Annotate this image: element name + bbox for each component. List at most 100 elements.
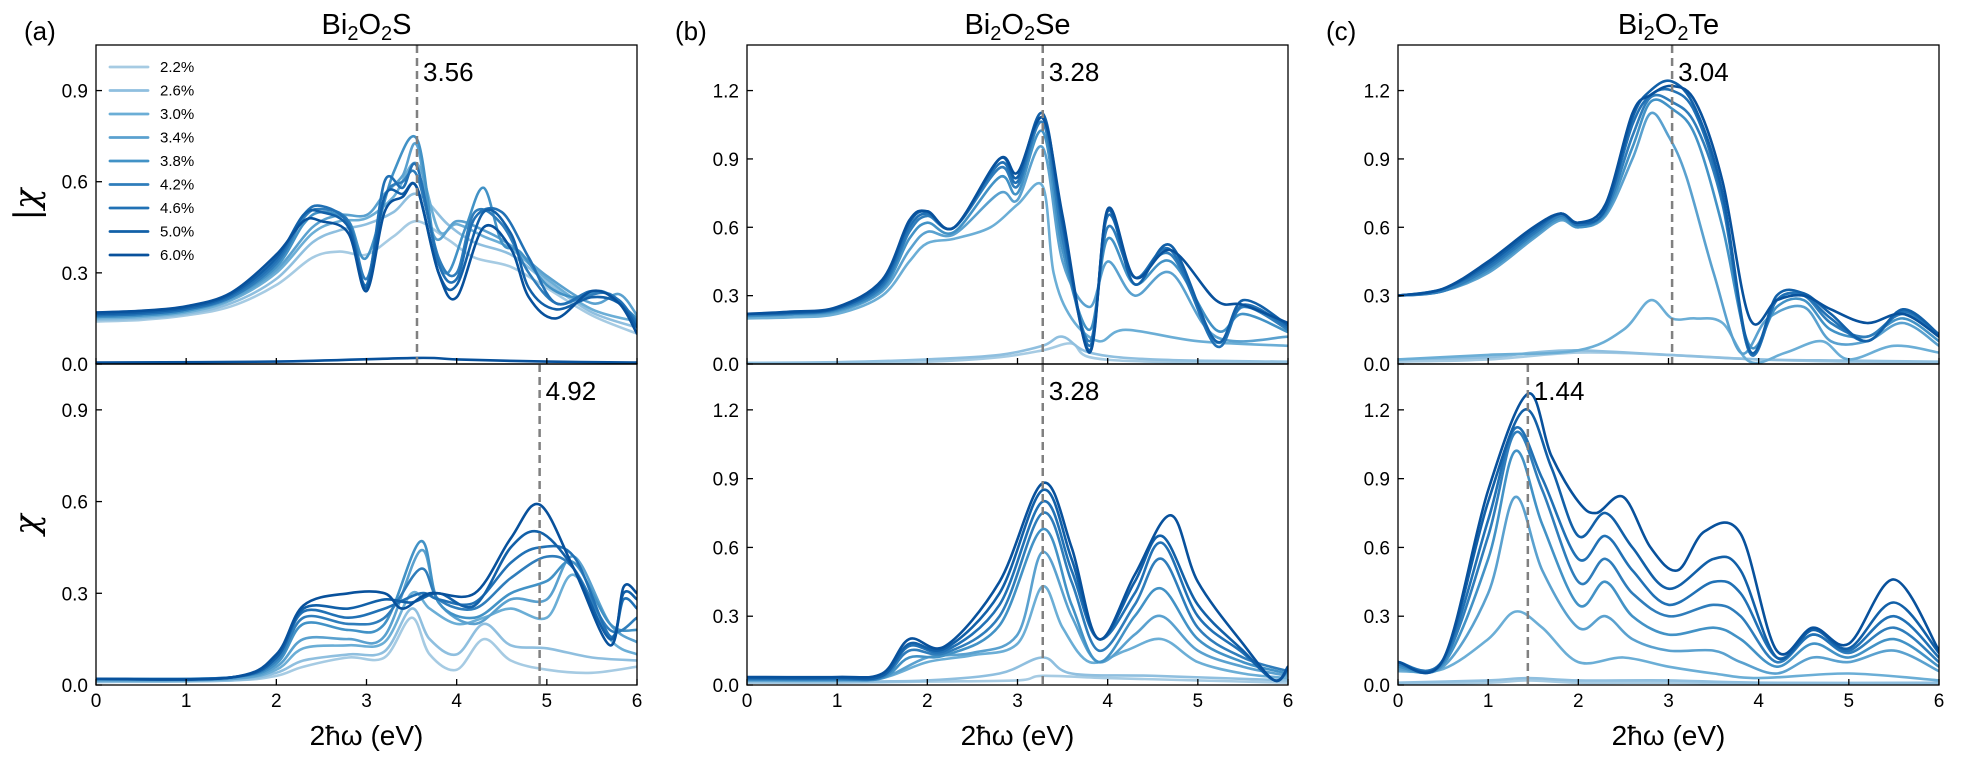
y-tick-label: 1.2: [713, 82, 739, 103]
y-tick-label: 0.6: [1364, 218, 1390, 239]
subplot-2-top: 3.04 0.0 0.3 0.6 0.9 1.2: [1364, 44, 1940, 376]
series-line-2.2%: [96, 219, 637, 335]
x-tick-label: 3: [1012, 691, 1023, 712]
title-subscript: 2: [1644, 23, 1655, 45]
y-tick-label: 0.9: [713, 150, 739, 171]
y-tick-label: 0.6: [62, 173, 88, 194]
series-line-4.2%: [96, 169, 637, 323]
series-line-5.0%: [1398, 79, 1939, 355]
title-text: Te: [1688, 9, 1719, 41]
series-group: [1398, 392, 1939, 685]
x-tick-label: 6: [632, 691, 643, 712]
series-line-3.0%: [747, 182, 1288, 348]
title-text: O: [1655, 9, 1678, 41]
panel-letter: (b): [675, 16, 707, 46]
y-tick-label: 0.6: [62, 493, 88, 514]
panel-title: Bi2​O2​Se: [964, 9, 1070, 45]
vline-annotation: 1.44: [1534, 376, 1585, 406]
series-line-3.4%: [1398, 111, 1939, 355]
title-text: O: [1001, 9, 1024, 41]
y-tick-label: 0.0: [62, 676, 88, 697]
y-tick-label: 0.9: [62, 401, 88, 422]
x-tick-label: 2: [1573, 691, 1584, 712]
x-tick-label: 2: [271, 691, 282, 712]
y-tick-label: 1.2: [713, 401, 739, 422]
title-text: Bi: [1618, 9, 1644, 41]
x-tick-label: 1: [832, 691, 843, 712]
x-tick-label: 3: [361, 691, 372, 712]
x-tick-label: 2: [922, 691, 933, 712]
series-group: [96, 135, 637, 364]
title-text: Bi: [964, 9, 990, 41]
vline-annotation: 3.28: [1049, 376, 1100, 406]
y-tick-label: 1.2: [1364, 401, 1390, 422]
title-subscript: 2: [990, 23, 1001, 45]
subplot-1-top: 3.28 0.0 0.3 0.6 0.9 1.2: [713, 44, 1289, 376]
x-tick-label: 6: [1283, 691, 1294, 712]
series-line-6.0%: [747, 481, 1288, 683]
y-tick-label: 1.2: [1364, 82, 1390, 103]
y-tick-label: 0.6: [713, 538, 739, 559]
y-tick-label: 0.3: [713, 607, 739, 628]
x-tick-label: 0: [1393, 691, 1404, 712]
panel-title: Bi2​O2​Te: [1618, 9, 1719, 45]
series-line-2.2% (weak): [96, 356, 637, 364]
series-line-4.6%: [1398, 87, 1939, 357]
series-group: [747, 481, 1288, 685]
legend-entry: 3.8%: [160, 153, 194, 170]
vline-annotation: 3.28: [1049, 57, 1100, 87]
series-group: [747, 111, 1288, 364]
series-line-4.2%: [747, 120, 1288, 344]
y-tick-label: 0.9: [62, 82, 88, 103]
y-tick-label: 0.3: [62, 584, 88, 605]
x-tick-label: 0: [91, 691, 102, 712]
series-line-5.0%: [96, 181, 637, 329]
series-line-4.2%: [1398, 93, 1939, 357]
series-line-4.6%: [1398, 426, 1939, 673]
series-line-3.4%: [96, 549, 637, 682]
series-line-6.0%: [747, 116, 1288, 354]
series-line-2.6%: [1398, 348, 1939, 363]
series-line-3.0%: [1398, 610, 1939, 682]
legend: 2.2% 2.6% 3.0% 3.4% 3.8% 4.2% 4.6% 5.0% 6.0%: [108, 59, 194, 264]
title-text: S: [392, 9, 411, 41]
x-tick-label: 4: [1753, 691, 1764, 712]
title-subscript: 2: [1677, 23, 1688, 45]
subplot-0-top: 3.56 0.0 0.3 0.6 0.9 |χ: [7, 44, 638, 376]
legend-entry: 5.0%: [160, 224, 194, 241]
series-line-3.4%: [747, 145, 1288, 343]
y-tick-label: 0.9: [713, 470, 739, 491]
subplot-1-bottom: 3.28 0.0 0.3 0.6 0.9 1.2 0 1 2 3 4 5 6: [713, 363, 1294, 712]
legend-entry: 4.2%: [160, 177, 194, 194]
title-subscript: 2: [1024, 23, 1035, 45]
series-line-3.4%: [1398, 495, 1939, 675]
legend-entry: 4.6%: [160, 200, 194, 217]
x-tick-label: 1: [181, 691, 192, 712]
axes-frame: [95, 363, 638, 686]
y-tick-label: 0.6: [713, 218, 739, 239]
x-tick-label: 4: [451, 691, 462, 712]
series-line-5.0%: [1398, 408, 1939, 674]
series-line-3.8%: [1398, 98, 1939, 350]
x-tick-label: 5: [542, 691, 553, 712]
title-subscript: 2: [347, 23, 358, 45]
x-tick-label: 5: [1844, 691, 1855, 712]
y-tick-label: 0.9: [1364, 470, 1390, 491]
legend-entry: 2.2%: [160, 59, 194, 76]
panel-letter: (a): [24, 16, 56, 46]
legend-entry: 6.0%: [160, 247, 194, 264]
title-text: O: [358, 9, 381, 41]
vline-annotation: 3.04: [1678, 57, 1729, 87]
x-tick-label: 5: [1193, 691, 1204, 712]
legend-entry: 2.6%: [160, 83, 194, 100]
y-tick-label: 0.0: [713, 676, 739, 697]
y-tick-label: 0.0: [1364, 676, 1390, 697]
y-tick-label: 0.3: [713, 287, 739, 308]
title-text: Bi: [322, 9, 348, 41]
x-axis-label: 2ħω (eV): [310, 720, 424, 751]
series-line-4.6%: [96, 162, 637, 326]
series-line-3.0%: [1398, 298, 1939, 364]
series-line-3.4%: [96, 142, 637, 319]
vline-annotation: 3.56: [423, 57, 474, 87]
